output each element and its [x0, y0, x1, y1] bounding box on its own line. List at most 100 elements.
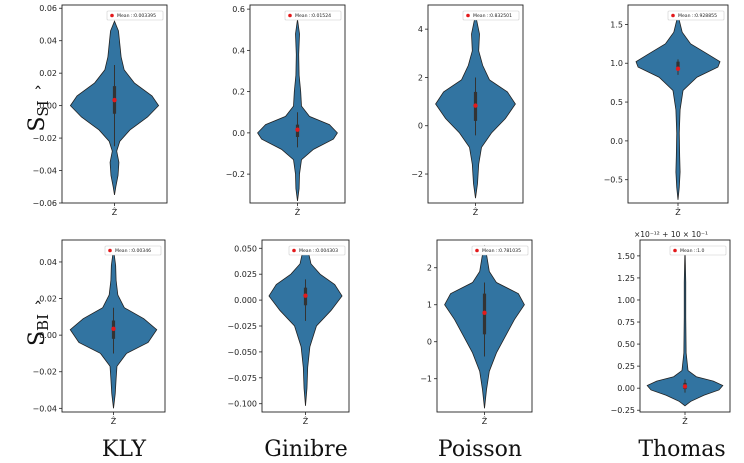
ytick-label: −0.04: [32, 404, 57, 413]
legend-box: [462, 10, 520, 21]
panel-5: −0.100 −0.075 −0.050 −0.025 0.000 0.025 0.050 Ẑ…: [227, 239, 350, 426]
ytick-label: 1.50: [617, 252, 635, 261]
row-label-si: SSI: [25, 100, 52, 131]
column-label-poisson: Poisson: [438, 437, 522, 462]
legend-marker: [292, 248, 296, 253]
column-label-ginibre: Ginibre: [264, 437, 347, 462]
ytick-label: −0.04: [32, 167, 57, 176]
violin-box: [676, 61, 680, 70]
legend-label: Mean ::0.003395: [117, 13, 156, 19]
hat-si: ˆ: [34, 84, 43, 105]
panel-6: −1 0 1 2Ẑ Mean ::0.781035: [420, 239, 533, 426]
panel-3: −0.5 0.0 0.5 1.0 1.5Ẑ Mean ::0.928855: [604, 4, 729, 217]
ytick-label: −0.075: [227, 374, 257, 383]
ytick-label: 0.0: [610, 137, 623, 146]
ytick-label: 0.000: [234, 296, 257, 305]
row-label-bi: SBI: [25, 314, 52, 346]
xtick-label: Ẑ: [473, 206, 479, 217]
legend-box: [104, 245, 162, 256]
mean-marker: [303, 293, 308, 298]
ytick-label: 0.00: [39, 102, 57, 111]
ytick-label: 0.02: [39, 69, 57, 78]
mean-marker: [482, 310, 487, 316]
ytick-label: 0.50: [617, 340, 635, 349]
ytick-label: 0.050: [234, 244, 257, 253]
xtick-label: Ẑ: [482, 415, 488, 426]
ytick-label: 0.025: [234, 270, 257, 279]
ytick-label: 1.25: [617, 274, 635, 283]
legend-label: Mean ::0.928855: [678, 13, 717, 19]
ytick-label: −0.02: [32, 368, 57, 377]
ytick-label: 0.6: [232, 5, 245, 14]
legend-label: Mean ::0.01524: [295, 13, 331, 19]
xtick-label: Ẑ: [112, 206, 118, 217]
hat-bi: ˆ: [34, 299, 43, 320]
legend-box: [284, 10, 342, 21]
ytick-label: 2: [418, 73, 423, 82]
ytick-label: 0.75: [617, 318, 635, 327]
mean-marker: [682, 384, 688, 389]
ytick-label: 0.4: [232, 46, 245, 55]
ytick-label: 1.0: [610, 59, 623, 68]
panel-7: −0.25 0.00 0.25 0.50 0.75 1.00 1.25 1.50 Ẑ Mean :…: [610, 230, 731, 426]
panel-2: −2 0 2 4Ẑ Mean ::0.832501: [411, 4, 524, 217]
legend-marker: [671, 13, 675, 18]
ytick-label: 0.0: [232, 129, 245, 138]
panel-1: −0.2 0.0 0.2 0.4 0.6Ẑ Mean ::0.01524: [226, 4, 346, 217]
mean-marker: [112, 97, 117, 103]
ytick-label: 0: [418, 122, 423, 131]
legend-marker: [288, 13, 292, 18]
ytick-label: −0.02: [32, 134, 57, 143]
xtick-label: Ẑ: [303, 415, 309, 426]
legend-box: [667, 10, 725, 21]
legend-marker: [110, 13, 114, 18]
column-label-thomas: Thomas: [638, 437, 725, 462]
violin-body: [268, 247, 343, 406]
legend-marker: [466, 13, 470, 18]
ytick-label: 2: [427, 264, 432, 273]
legend-label: Mean ::0.004303: [299, 248, 338, 254]
mean-marker: [675, 66, 681, 71]
ytick-label: 0: [427, 338, 432, 347]
ytick-label: −0.25: [610, 406, 635, 415]
mean-marker: [111, 326, 116, 332]
ytick-label: 0.5: [610, 98, 623, 107]
panel-0: −0.06 −0.04 −0.02 0.00 0.02 0.04 0.06Ẑ Mean ::0…: [32, 4, 168, 217]
legend-marker: [108, 248, 112, 253]
ytick-label: 0.00: [39, 331, 57, 340]
ytick-label: 0.06: [39, 4, 57, 13]
legend-label: Mean ::0.00346: [115, 248, 151, 254]
ytick-label: −0.2: [226, 170, 245, 179]
legend-box: [471, 245, 529, 256]
legend-box: [288, 245, 346, 256]
panel-4: −0.04 −0.02 0.00 0.02 0.04Ẑ Mean ::0.00346: [32, 239, 166, 426]
ytick-label: 1.00: [617, 296, 635, 305]
ytick-label: 0.02: [39, 295, 57, 304]
ytick-label: 0.00: [617, 384, 635, 393]
column-label-kly: KLY: [102, 437, 147, 462]
ytick-label: 0.04: [39, 37, 57, 46]
mean-marker: [473, 103, 478, 108]
legend-marker: [475, 248, 479, 253]
ytick-label: 0.2: [232, 88, 245, 97]
legend-label: Mean ::0.781035: [482, 248, 521, 254]
ytick-label: 0.04: [39, 258, 57, 267]
xtick-label: Ẑ: [295, 206, 301, 217]
ytick-label: −1: [420, 375, 432, 384]
xtick-label: Ẑ: [111, 415, 117, 426]
ytick-label: −0.100: [227, 400, 257, 409]
legend-label: Mean ::0.832501: [473, 13, 512, 19]
ytick-label: −2: [411, 170, 423, 179]
ytick-label: 4: [418, 25, 423, 34]
legend-marker: [673, 248, 677, 253]
legend-box: [669, 245, 727, 256]
legend-label: Mean ::1.0: [680, 248, 704, 254]
ytick-label: −0.5: [604, 176, 623, 185]
ytick-label: 1: [427, 301, 432, 310]
violin-body: [635, 14, 721, 200]
mean-marker: [295, 127, 300, 132]
ytick-label: −0.06: [32, 199, 57, 208]
xtick-label: Ẑ: [682, 415, 688, 426]
